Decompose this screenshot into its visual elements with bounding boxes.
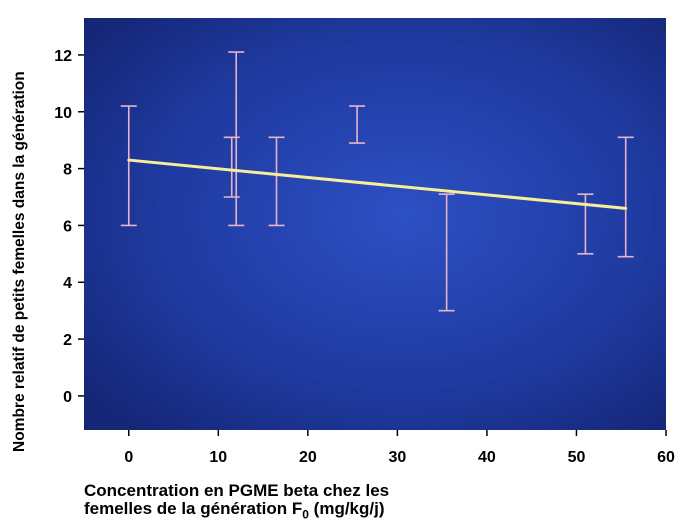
x-axis-label: Concentration en PGME beta chez les feme… — [84, 482, 504, 523]
x-tick-label: 30 — [388, 449, 406, 466]
x-axis-label-line2-prefix: femelles de la génération F — [84, 499, 303, 518]
error-bar — [228, 51, 245, 227]
error-bar — [223, 136, 240, 198]
error-bar — [120, 105, 137, 227]
error-bar — [268, 136, 285, 227]
error-bar — [349, 105, 366, 144]
y-tick-label: 6 — [63, 218, 72, 235]
error-bar — [617, 136, 634, 258]
y-tick-label: 4 — [63, 275, 72, 292]
x-axis-label-line2: femelles de la génération F0 (mg/kg/j) — [84, 500, 504, 523]
y-tick-label: 12 — [54, 48, 72, 65]
x-axis-label-line1: Concentration en PGME beta chez les — [84, 481, 390, 500]
x-tick-label: 50 — [568, 449, 586, 466]
x-tick-label: 40 — [478, 449, 496, 466]
y-tick-label: 10 — [54, 105, 72, 122]
trend-line — [127, 158, 628, 210]
y-tick-label: 8 — [63, 162, 72, 179]
plot-area — [84, 18, 666, 430]
x-tick-label: 20 — [299, 449, 317, 466]
error-bar — [438, 193, 455, 312]
y-axis-label: Nombre relatif de petits femelles dans l… — [11, 71, 28, 452]
x-axis-label-line2-suffix: (mg/kg/j) — [308, 499, 385, 518]
y-tick-label: 0 — [63, 389, 72, 406]
x-tick-label: 10 — [209, 449, 227, 466]
x-tick-label: 60 — [657, 449, 675, 466]
y-tick-label: 2 — [63, 332, 72, 349]
x-axis-label-subscript: 0 — [302, 507, 309, 522]
x-tick-label: 0 — [124, 449, 133, 466]
